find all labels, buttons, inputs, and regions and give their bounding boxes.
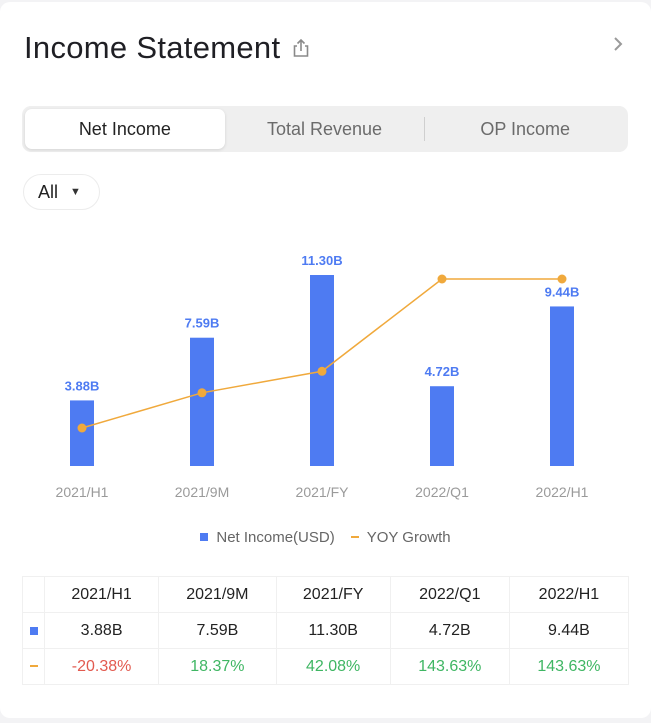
bar-data-label: 4.72B <box>425 364 460 379</box>
yoy-point-2021/FY[interactable] <box>317 366 327 376</box>
yoy-point-2022/Q1[interactable] <box>437 274 447 284</box>
table-header-cell: 2022/H1 <box>508 576 630 613</box>
yoy-point-2021/9M[interactable] <box>197 388 207 398</box>
legend-bar-swatch <box>200 533 209 541</box>
table-cell: -20.38% <box>43 648 160 685</box>
period-filter-value: All <box>38 181 59 202</box>
x-tick-label: 2021/H1 <box>56 484 109 500</box>
x-tick-label: 2022/H1 <box>536 484 589 500</box>
table-cell: 18.37% <box>158 648 277 685</box>
bar-data-label: 9.44B <box>545 284 580 299</box>
metric-tabs: Net Income Total Revenue OP Income <box>22 106 628 152</box>
bar-data-label: 7.59B <box>185 316 220 331</box>
bar-2021/9M[interactable] <box>190 337 214 466</box>
bar-2022/H1[interactable] <box>550 306 574 466</box>
table-header-row: 2021/H1 2021/9M 2021/FY 2022/Q1 2022/H1 <box>22 576 630 613</box>
legend-line-swatch <box>350 536 359 538</box>
table-cell: 143.63% <box>508 648 630 685</box>
tab-divider <box>424 117 426 141</box>
table-cell: 3.88B <box>43 612 160 649</box>
period-filter-dropdown[interactable]: All ▼ <box>23 174 100 210</box>
data-table: 2021/H1 2021/9M 2021/FY 2022/Q1 2022/H1 … <box>22 576 630 685</box>
tab-net-income[interactable]: Net Income <box>25 109 225 149</box>
tab-total-revenue[interactable]: Total Revenue <box>266 118 383 139</box>
yoy-point-2021/H1[interactable] <box>77 423 87 433</box>
x-tick-label: 2021/9M <box>175 484 229 500</box>
table-row-marker <box>22 648 45 685</box>
table-row-net-income: 3.88B 7.59B 11.30B 4.72B 9.44B <box>22 612 630 649</box>
table-header-cell: 2021/9M <box>158 576 277 613</box>
table-cell: 7.59B <box>158 612 277 649</box>
share-icon[interactable] <box>290 37 312 59</box>
bar-data-label: 11.30B <box>301 253 342 268</box>
caret-down-icon: ▼ <box>70 186 81 198</box>
page-title: Income Statement <box>24 30 281 65</box>
bar-2022/Q1[interactable] <box>430 386 454 466</box>
yoy-point-2022/H1[interactable] <box>557 274 567 284</box>
chevron-right-icon[interactable] <box>609 32 627 56</box>
legend-item-yoy-growth[interactable]: YOY Growth <box>350 528 451 546</box>
legend-bar-label: Net Income(USD) <box>216 528 335 546</box>
net-income-chart: 3.88B 7.59B 11.30B 4.72B 9.44B 2021/H1 2021/9M… <box>56 253 589 500</box>
chart-legend: Net Income(USD) YOY Growth <box>0 524 651 550</box>
header: Income Statement <box>24 26 312 70</box>
table-corner-cell <box>22 576 45 613</box>
bar-2021/H1[interactable] <box>70 400 94 466</box>
line-marker-icon <box>29 665 38 668</box>
x-tick-label: 2021/FY <box>296 484 350 500</box>
table-cell: 143.63% <box>389 648 510 685</box>
legend-line-label: YOY Growth <box>366 528 451 546</box>
table-cell: 11.30B <box>275 612 391 649</box>
table-cell: 9.44B <box>508 612 630 649</box>
table-cell: 4.72B <box>389 612 510 649</box>
tab-op-income[interactable]: OP Income <box>480 118 571 139</box>
table-row-yoy-growth: -20.38% 18.37% 42.08% 143.63% 143.63% <box>22 648 630 685</box>
table-row-marker <box>22 612 45 649</box>
table-header-cell: 2021/H1 <box>43 576 160 613</box>
table-header-cell: 2021/FY <box>275 576 391 613</box>
table-header-cell: 2022/Q1 <box>389 576 510 613</box>
bar-data-label: 3.88B <box>65 378 100 393</box>
x-tick-label: 2022/Q1 <box>415 484 469 500</box>
bar-marker-icon <box>29 626 38 635</box>
table-cell: 42.08% <box>275 648 391 685</box>
legend-item-net-income[interactable]: Net Income(USD) <box>200 528 335 546</box>
